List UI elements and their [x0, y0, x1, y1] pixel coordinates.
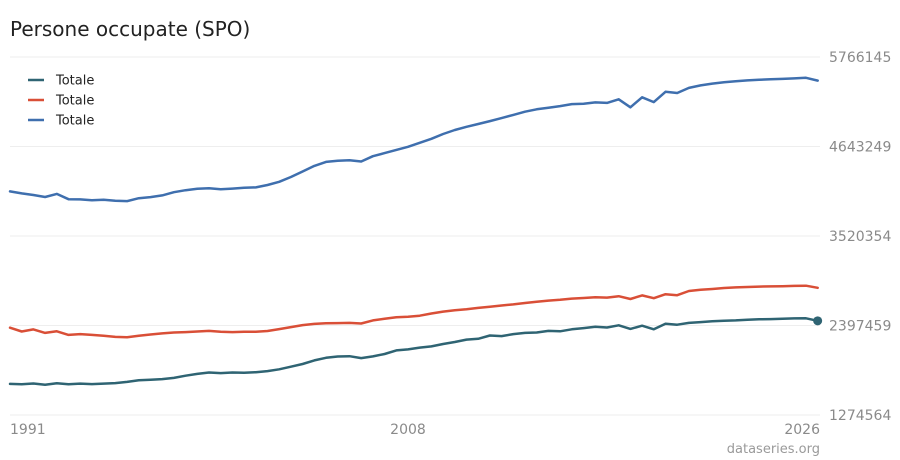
y-axis: 1274564 2397459 3520354 4643249 5766145 [829, 50, 891, 424]
x-tick-label: 2026 [784, 422, 820, 438]
x-tick-label: 2008 [390, 422, 426, 438]
grid [10, 56, 820, 416]
chart-title: Persone occupate (SPO) [10, 17, 250, 41]
series-line-1 [8, 317, 819, 386]
series-group [8, 76, 819, 386]
legend-label: Totale [55, 74, 94, 89]
series-line-2 [8, 284, 819, 339]
legend-label: Totale [55, 114, 94, 129]
legend: Totale Totale Totale [28, 74, 94, 129]
series-line-3 [8, 76, 819, 203]
source-watermark: dataseries.org [727, 442, 820, 457]
end-dots [813, 316, 823, 326]
y-tick-label: 1274564 [829, 408, 891, 424]
y-tick-label: 2397459 [829, 319, 891, 335]
y-tick-label: 4643249 [829, 140, 891, 156]
x-tick-label: 1991 [10, 422, 46, 438]
y-tick-label: 5766145 [829, 50, 891, 66]
x-axis: 1991 2008 2026 [10, 422, 820, 438]
y-tick-label: 3520354 [829, 229, 891, 245]
legend-label: Totale [55, 94, 94, 109]
series-end-dot [813, 316, 823, 326]
